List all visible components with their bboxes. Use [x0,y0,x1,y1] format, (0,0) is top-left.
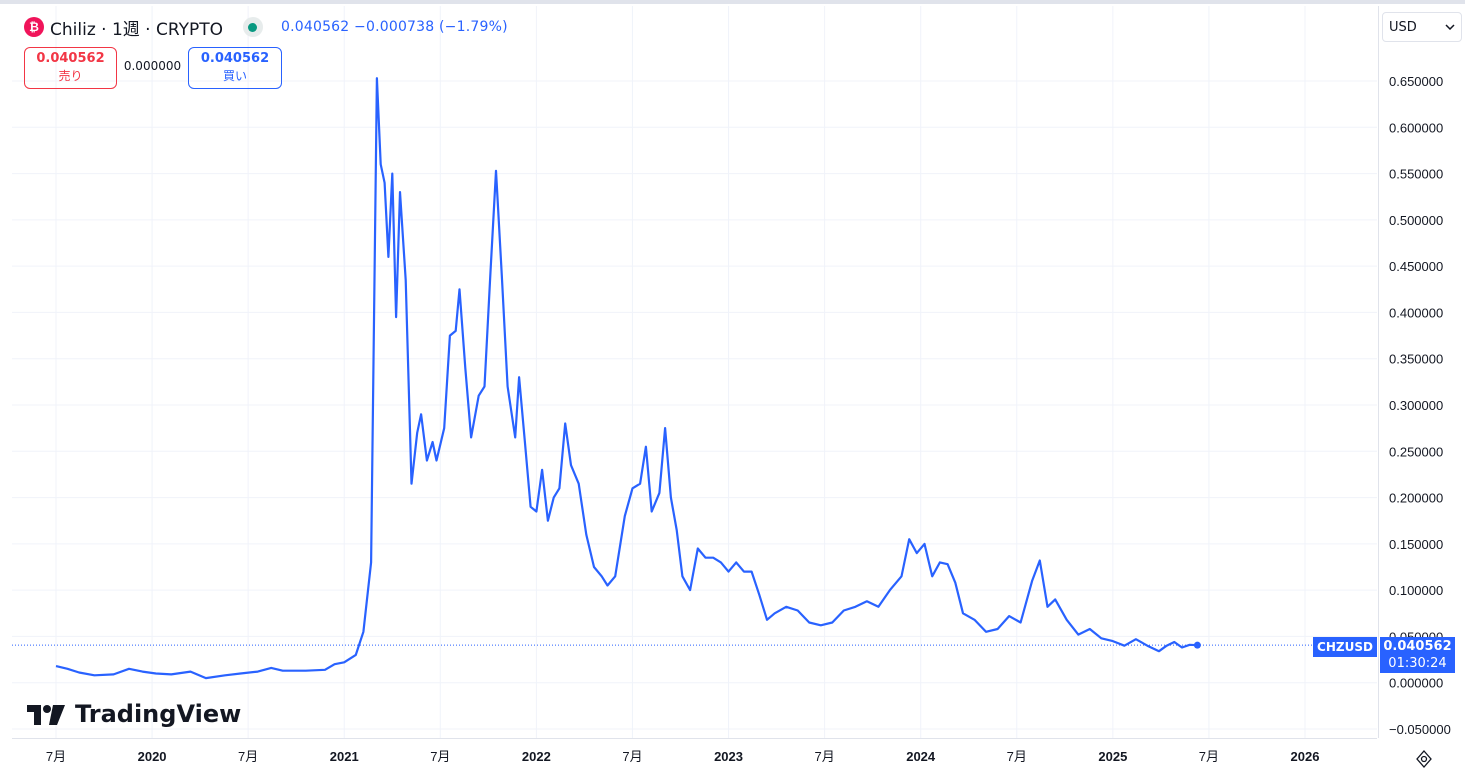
tradingview-mark-icon [27,705,65,725]
tradingview-logo[interactable]: TradingView [27,700,241,728]
chiliz-logo-icon: ₿ [24,17,44,37]
brand-name: TradingView [75,700,242,728]
y-tick-label: 0.250000 [1389,444,1443,459]
bar-countdown: 01:30:24 [1388,656,1447,671]
buy-price: 0.040562 [200,51,270,66]
x-tick-label: 7月 [430,749,450,764]
price-line [55,77,1198,680]
y-tick-label: 0.600000 [1389,120,1443,135]
price-scale[interactable]: 0.650000 0.600000 0.550000 0.500000 0.450000… [1378,6,1465,738]
spread-value: 0.000000 [123,59,182,73]
time-scale[interactable]: 7月 2020 7月 2021 7月 2022 7月 2023 7月 2024 7月 2025 7月 20… [12,738,1377,773]
buy-button[interactable]: 0.040562 買い [188,47,282,89]
y-tick-label: 0.100000 [1389,583,1443,598]
y-tick-label: 0.300000 [1389,398,1443,413]
time-axis[interactable]: 7月 2020 7月 2021 7月 2022 7月 2023 7月 2024 7月 2025 7月 20… [12,739,1377,773]
market-status-icon[interactable] [242,17,263,37]
x-tick-label: 2023 [714,749,743,764]
buy-label: 買い [222,69,247,83]
x-tick-label: 2025 [1098,749,1127,764]
symbol-legend: ₿ Chiliz · 1週 · CRYPTO 0.040562 −0.00073… [24,14,508,40]
quote-values: 0.040562 −0.000738 (−1.79%) [280,19,508,35]
status-dot [248,22,258,32]
x-tick-label: 2022 [522,749,551,764]
symbol-title[interactable]: Chiliz · 1週 · CRYPTO [50,19,223,40]
symbol-price-tag: CHZUSD [1313,637,1377,657]
last-price-marker [1193,641,1201,649]
price-chart[interactable] [12,6,1377,738]
last-price-label: 0.040562 01:30:24 [1380,637,1455,673]
sell-button[interactable]: 0.040562 売り [24,47,117,89]
top-border [0,0,1465,4]
y-tick-label: 0.000000 [1389,676,1443,691]
x-tick-label: 7月 [46,749,66,764]
x-tick-label: 2026 [1291,749,1320,764]
currency-select[interactable]: USD [1382,12,1462,42]
chevron-down-icon [1445,24,1455,30]
price-axis[interactable]: 0.650000 0.600000 0.550000 0.500000 0.450000… [1379,6,1465,738]
x-tick-label: 7月 [1199,749,1219,764]
sell-label: 売り [58,69,83,83]
y-tick-label: 0.200000 [1389,491,1443,506]
x-tick-label: 7月 [238,749,258,764]
sell-price: 0.040562 [36,51,105,66]
y-tick-label: 0.450000 [1389,259,1443,274]
y-tick-label: 0.550000 [1389,167,1443,182]
x-tick-label: 7月 [622,749,642,764]
x-tick-label: 7月 [1007,749,1027,764]
y-tick-label: 0.400000 [1389,305,1443,320]
x-tick-label: 2021 [330,749,359,764]
last-price-value: 0.040562 [1383,639,1452,654]
y-tick-label: 0.350000 [1389,352,1443,367]
chart-pane[interactable] [12,6,1377,738]
settings-icon[interactable] [1413,748,1435,770]
x-tick-label: 7月 [814,749,834,764]
y-tick-label: 0.650000 [1389,74,1443,89]
plot-area [12,77,1377,680]
y-tick-label: 0.150000 [1389,537,1443,552]
y-tick-label: −0.050000 [1389,722,1451,737]
grid [12,6,1377,738]
x-tick-label: 2024 [906,749,936,764]
settings-gear-shape [1416,750,1432,768]
y-tick-label: 0.500000 [1389,213,1443,228]
x-tick-label: 2020 [138,749,167,764]
currency-value: USD [1389,19,1417,35]
